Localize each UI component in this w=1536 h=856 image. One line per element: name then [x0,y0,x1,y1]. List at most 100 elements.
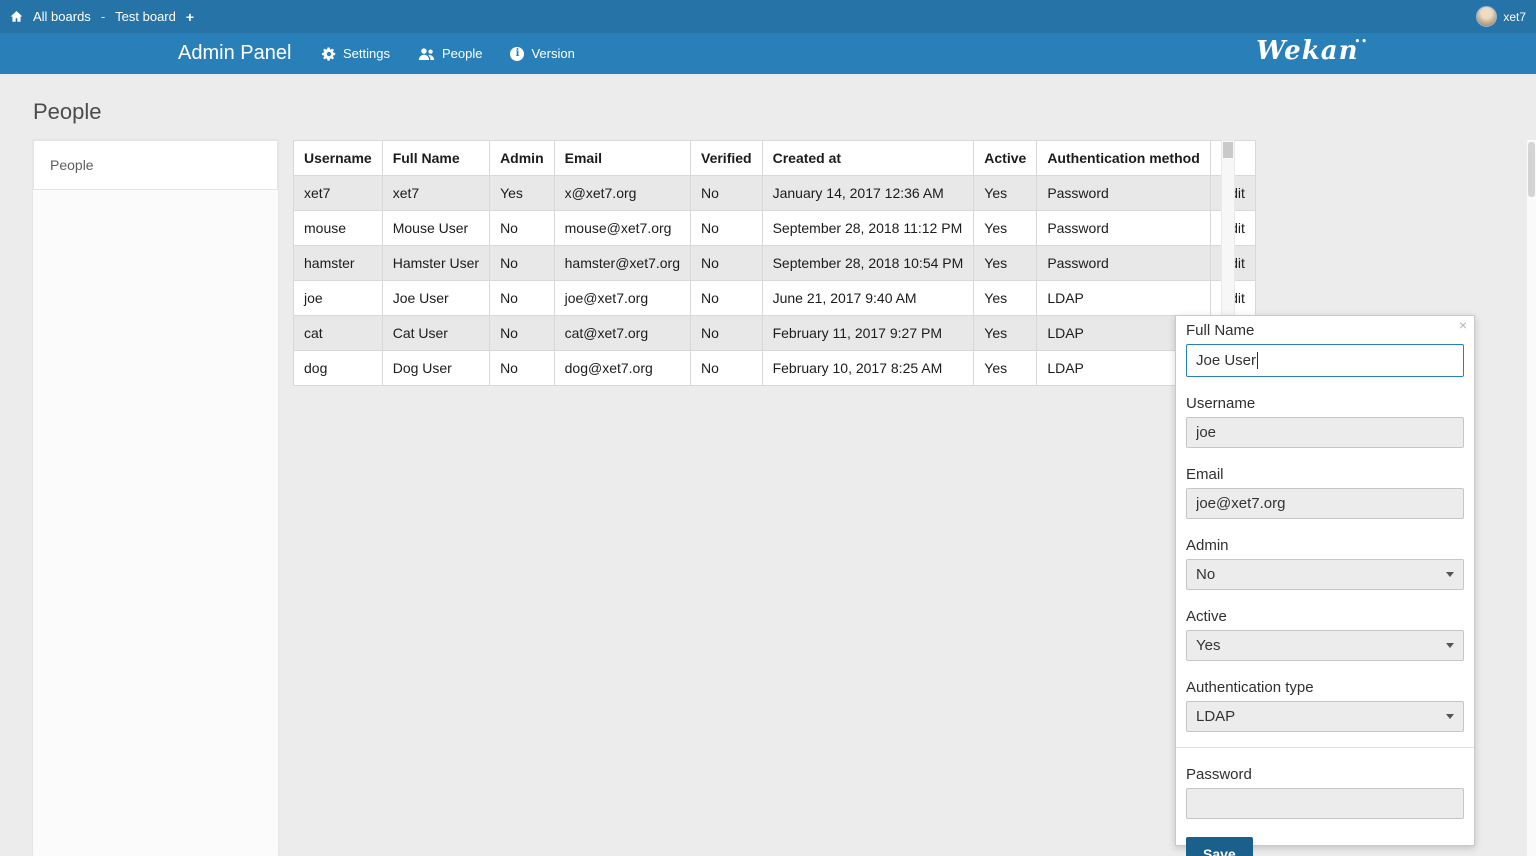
admin-cell: No [489,245,555,281]
member-menu-button[interactable]: xet7 [1476,6,1526,27]
username-input[interactable] [1186,417,1464,448]
active-cell: Yes [973,350,1038,386]
edit-user-popup: × Full Name Joe User Username Email Admi… [1175,315,1475,856]
email-cell: mouse@xet7.org [553,210,692,246]
logo-dots-icon: •• [1354,37,1368,47]
breadcrumb-separator: - [100,9,106,24]
admin-sidebar: People [33,140,278,856]
fullname-cell: Dog User [381,350,491,386]
gear-icon [322,46,336,61]
people-icon [418,47,435,61]
nav-settings-label: Settings [343,46,390,61]
col-header-fullname: Full Name [381,140,491,176]
email-label: Email [1186,466,1224,483]
avatar[interactable] [1476,6,1498,27]
created-cell: June 21, 2017 9:40 AM [761,280,975,316]
page-scrollbar-thumb[interactable] [1528,142,1535,197]
username-label: Username [1186,395,1256,412]
active-cell: Yes [973,175,1038,211]
page-title: Admin Panel [178,42,292,64]
full-name-input[interactable]: Joe User [1186,344,1464,377]
col-header-created: Created at [761,140,975,176]
active-cell: Yes [973,245,1038,281]
username-cell: hamster [293,245,383,281]
fullname-cell: Cat User [381,315,491,351]
fullname-cell: xet7 [381,175,491,211]
wekan-logo-text: Wekan [1256,36,1359,66]
fullname-cell: Mouse User [381,210,491,246]
sidebar-item-people[interactable]: People [33,140,278,190]
col-header-email: Email [553,140,692,176]
created-cell: September 28, 2018 11:12 PM [761,210,975,246]
admin-label: Admin [1186,537,1229,554]
table-row: xet7 xet7 Yes x@xet7.org No January 14, … [293,175,1256,211]
admin-header-bar: Admin Panel Settings People [0,33,1536,74]
section-heading: People [33,99,102,124]
auth-type-label: Authentication type [1186,679,1314,696]
auth-cell: Password [1036,245,1211,281]
username-cell: dog [293,350,383,386]
auth-cell: LDAP [1036,280,1211,316]
username-cell: mouse [293,210,383,246]
fullname-cell: Hamster User [381,245,491,281]
admin-cell: Yes [489,175,555,211]
save-button[interactable]: Save [1186,837,1253,856]
nav-settings[interactable]: Settings [322,46,390,61]
caret-down-icon [1446,714,1454,719]
table-scrollbar-thumb[interactable] [1223,142,1233,158]
nav-version-label: Version [531,46,575,61]
breadcrumb: All boards - Test board + [10,9,194,25]
active-cell: Yes [973,315,1038,351]
caret-down-icon [1446,572,1454,577]
verified-cell: No [690,280,763,316]
home-icon[interactable] [10,10,23,23]
verified-cell: No [690,210,763,246]
email-cell: x@xet7.org [553,175,692,211]
email-cell: dog@xet7.org [553,350,692,386]
password-label: Password [1186,766,1252,783]
member-username: xet7 [1503,9,1526,24]
col-header-auth: Authentication method [1036,140,1211,176]
verified-cell: No [690,315,763,351]
admin-cell: No [489,210,555,246]
email-cell: hamster@xet7.org [553,245,692,281]
nav-version[interactable]: i Version [510,46,575,61]
col-header-active: Active [973,140,1038,176]
verified-cell: No [690,350,763,386]
username-cell: joe [293,280,383,316]
board-link[interactable]: Test board [115,9,176,24]
wekan-logo: Wekan•• [1256,36,1368,66]
info-icon: i [510,46,525,61]
col-header-admin: Admin [489,140,555,176]
active-select[interactable]: Yes [1186,630,1464,661]
email-cell: cat@xet7.org [553,315,692,351]
username-cell: xet7 [293,175,383,211]
add-board-icon[interactable]: + [185,8,195,25]
popup-divider [1176,747,1474,748]
verified-cell: No [690,245,763,281]
col-header-verified: Verified [690,140,763,176]
caret-down-icon [1446,643,1454,648]
nav-people[interactable]: People [418,46,482,61]
table-header-row: Username Full Name Admin Email Verified … [293,140,1256,176]
table-row: mouse Mouse User No mouse@xet7.org No Se… [293,210,1256,246]
username-cell: cat [293,315,383,351]
table-row: joe Joe User No joe@xet7.org No June 21,… [293,280,1256,316]
active-cell: Yes [973,280,1038,316]
admin-select[interactable]: No [1186,559,1464,590]
page-scrollbar[interactable] [1527,140,1536,856]
sidebar-item-label: People [50,157,94,173]
col-header-username: Username [293,140,383,176]
admin-select-value: No [1196,566,1216,583]
full-name-label: Full Name [1186,322,1255,339]
auth-type-select[interactable]: LDAP [1186,701,1464,732]
table-row: hamster Hamster User No hamster@xet7.org… [293,245,1256,281]
password-input[interactable] [1186,788,1464,819]
close-icon[interactable]: × [1458,317,1467,333]
fullname-cell: Joe User [381,280,491,316]
all-boards-link[interactable]: All boards [33,9,91,24]
admin-cell: No [489,350,555,386]
email-input[interactable] [1186,488,1464,519]
active-select-value: Yes [1196,637,1221,654]
